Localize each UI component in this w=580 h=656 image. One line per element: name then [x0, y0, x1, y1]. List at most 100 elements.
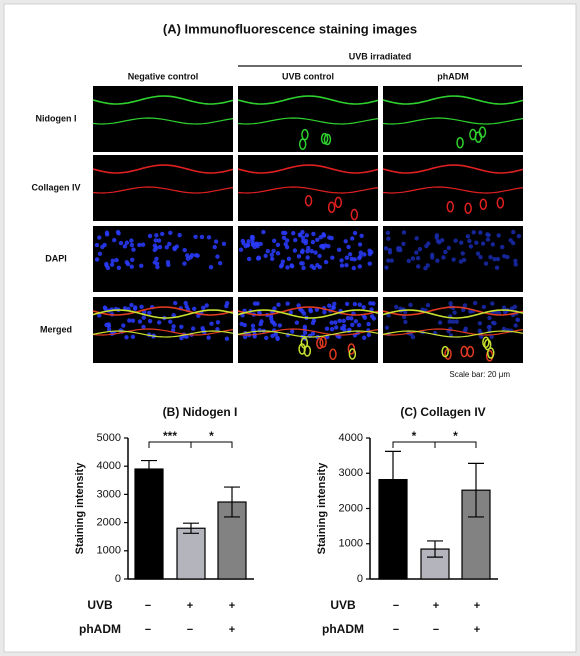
- nucleus: [327, 303, 332, 308]
- nucleus: [478, 254, 483, 260]
- nucleus: [208, 264, 214, 270]
- nucleus: [402, 314, 407, 320]
- nucleus: [286, 256, 292, 262]
- nucleus: [357, 264, 363, 269]
- error-bar: [385, 450, 401, 509]
- nucleus: [130, 334, 136, 339]
- nucleus: [94, 257, 100, 262]
- nucleus: [200, 305, 206, 311]
- nucleus: [277, 323, 283, 328]
- nucleus: [344, 263, 349, 268]
- nucleus: [310, 320, 316, 326]
- nucleus: [426, 241, 431, 246]
- nucleus: [362, 252, 367, 257]
- fiber: [382, 117, 524, 125]
- nucleus: [154, 256, 159, 262]
- nucleus: [385, 230, 391, 236]
- nucleus: [437, 320, 443, 325]
- nucleus: [425, 263, 430, 268]
- nucleus: [139, 263, 144, 268]
- nucleus: [315, 237, 320, 243]
- nucleus: [300, 309, 305, 314]
- nucleus: [358, 250, 364, 255]
- nucleus: [410, 256, 416, 261]
- nucleus: [309, 248, 314, 254]
- nucleus: [477, 328, 482, 333]
- nucleus: [406, 258, 411, 264]
- nucleus: [245, 242, 251, 247]
- nucleus: [263, 253, 268, 259]
- nucleus: [252, 301, 258, 306]
- nucleus: [387, 250, 393, 255]
- nucleus: [487, 315, 492, 321]
- nucleus: [461, 307, 466, 313]
- nucleus: [337, 318, 342, 324]
- vessel: [483, 338, 492, 351]
- nucleus: [121, 323, 126, 328]
- nucleus: [147, 233, 153, 239]
- vessel: [482, 336, 490, 348]
- nucleus: [102, 305, 108, 310]
- nucleus: [270, 333, 275, 339]
- nucleus: [441, 255, 446, 260]
- nucleus: [246, 239, 251, 244]
- nucleus: [345, 315, 351, 321]
- nucleus: [357, 242, 363, 247]
- error-bar: [224, 486, 240, 518]
- nucleus: [430, 255, 435, 260]
- fiber: [237, 330, 379, 338]
- nucleus: [275, 242, 281, 248]
- nucleus: [311, 231, 316, 237]
- nucleus: [137, 319, 143, 324]
- nucleus: [467, 238, 472, 244]
- nucleus: [349, 316, 354, 321]
- treatment-sign: +: [229, 624, 235, 636]
- nucleus: [250, 323, 256, 329]
- fiber: [237, 117, 379, 125]
- nucleus: [314, 307, 320, 312]
- vessel: [496, 197, 505, 209]
- vessel: [479, 198, 488, 210]
- nucleus: [182, 261, 187, 266]
- nucleus: [246, 256, 252, 262]
- nucleus: [329, 235, 334, 241]
- nucleus: [269, 256, 275, 262]
- nucleus: [239, 321, 244, 327]
- nucleus: [492, 257, 497, 262]
- significance: *: [412, 429, 417, 443]
- nucleus: [301, 238, 306, 244]
- fiber: [382, 95, 524, 105]
- nucleus: [102, 242, 107, 248]
- nucleus: [278, 264, 284, 269]
- chart-title: (B) Nidogen I: [163, 405, 238, 419]
- significance-bracket: [148, 441, 233, 448]
- vessel: [478, 126, 487, 138]
- nucleus: [386, 236, 391, 241]
- treatment-sign: −: [145, 624, 151, 636]
- nucleus: [490, 242, 496, 247]
- figure-title: (A) Immunofluorescence staining images: [163, 21, 417, 36]
- nucleus: [137, 242, 142, 248]
- nucleus: [168, 230, 173, 236]
- row-label: Nidogen I: [36, 113, 77, 123]
- fiber: [92, 309, 234, 319]
- nucleus: [114, 257, 119, 263]
- nucleus: [184, 304, 189, 309]
- nucleus: [147, 318, 153, 324]
- nucleus: [489, 334, 494, 340]
- nucleus: [341, 318, 346, 324]
- nucleus: [131, 247, 136, 252]
- y-tick-label: 0: [357, 573, 363, 585]
- nucleus: [142, 309, 147, 315]
- nucleus: [199, 234, 205, 240]
- nucleus: [351, 265, 356, 271]
- nucleus: [371, 316, 377, 321]
- nucleus: [478, 230, 483, 235]
- nucleus: [367, 261, 372, 266]
- nucleus: [193, 234, 198, 239]
- nucleus: [147, 310, 152, 316]
- y-tick-label: 2000: [339, 502, 363, 514]
- micrograph-content: [92, 300, 234, 341]
